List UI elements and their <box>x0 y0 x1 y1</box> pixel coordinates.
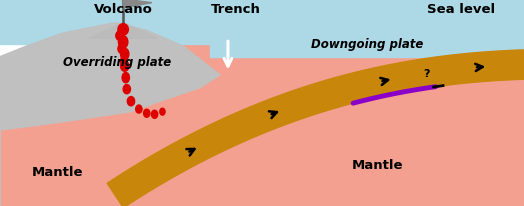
Ellipse shape <box>136 105 142 114</box>
Polygon shape <box>89 23 157 39</box>
Ellipse shape <box>121 57 127 66</box>
Polygon shape <box>0 23 220 206</box>
Ellipse shape <box>122 73 129 83</box>
Polygon shape <box>0 0 524 57</box>
Polygon shape <box>0 0 524 44</box>
Text: Mantle: Mantle <box>352 158 403 171</box>
Ellipse shape <box>121 62 129 72</box>
Text: Mantle: Mantle <box>31 166 83 179</box>
Polygon shape <box>123 0 152 9</box>
Ellipse shape <box>127 97 135 106</box>
Text: Overriding plate: Overriding plate <box>63 56 171 69</box>
Ellipse shape <box>151 111 158 119</box>
Ellipse shape <box>144 110 150 118</box>
Text: Sea level: Sea level <box>427 3 495 15</box>
Polygon shape <box>107 51 524 206</box>
Ellipse shape <box>123 85 130 94</box>
Ellipse shape <box>116 32 123 41</box>
Ellipse shape <box>118 25 128 36</box>
Text: ?: ? <box>423 68 430 78</box>
Polygon shape <box>210 44 524 57</box>
Text: Downgoing plate: Downgoing plate <box>311 38 423 51</box>
Ellipse shape <box>121 49 129 61</box>
Text: Volcano: Volcano <box>94 3 152 15</box>
Ellipse shape <box>160 109 165 116</box>
Text: Trench: Trench <box>211 3 261 15</box>
Ellipse shape <box>118 45 125 54</box>
Ellipse shape <box>118 36 128 49</box>
